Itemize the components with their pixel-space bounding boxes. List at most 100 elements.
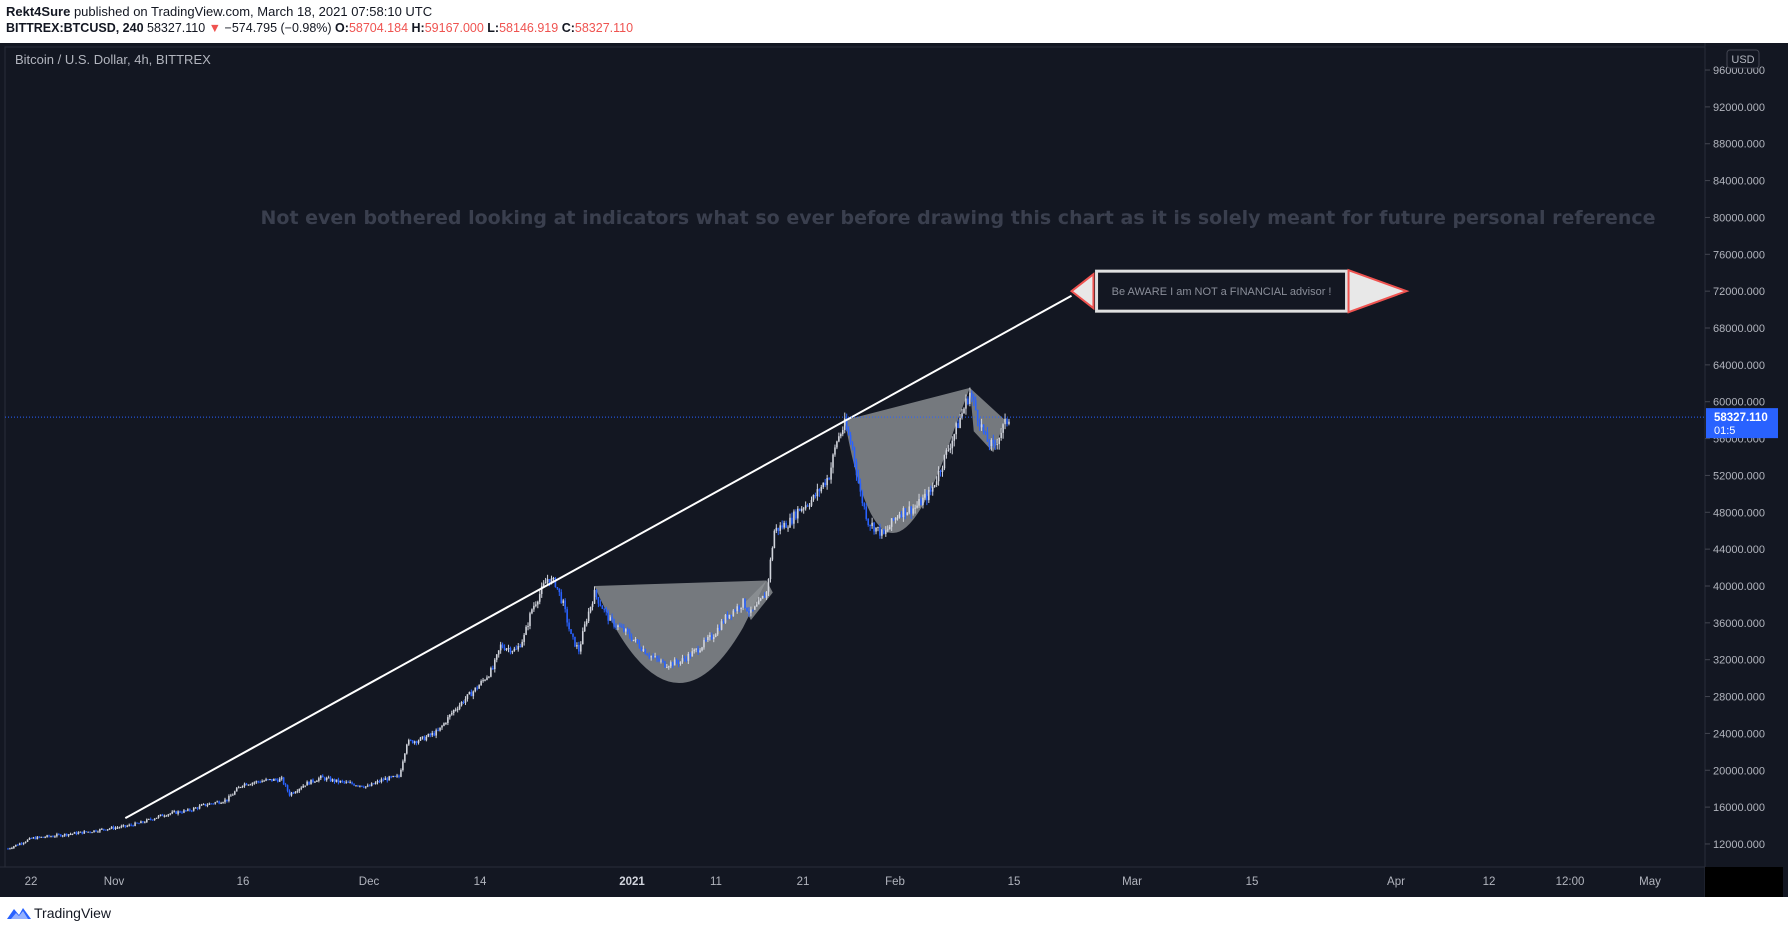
candle-body [54, 836, 56, 838]
candle-body [775, 527, 778, 531]
candle-body [421, 736, 424, 738]
candle-body [26, 839, 29, 842]
currency-badge[interactable] [1726, 49, 1760, 69]
candle-body [814, 495, 817, 497]
candle-body [251, 782, 254, 785]
candle-body [159, 814, 162, 816]
candle-body [30, 837, 33, 839]
candle-body [177, 811, 179, 814]
candle-body [492, 668, 494, 670]
candle-body [648, 655, 651, 658]
x-axis[interactable]: 22 Nov 16 Dec 14 2021 11 21 Feb 15 Mar 15 Apr 12 12:00… [25, 876, 1662, 888]
candle-body [808, 505, 811, 507]
candle-body [357, 785, 359, 787]
candle-body [308, 781, 310, 785]
candle-body [259, 781, 261, 783]
candle-body [867, 518, 869, 526]
note-box-text: Be AWARE I am NOT a FINANCIAL advisor ! [1112, 286, 1332, 298]
candle-body [310, 779, 312, 785]
candle-body [890, 518, 893, 527]
candle-body [337, 779, 340, 783]
candle-body [744, 598, 746, 608]
candle-body [144, 822, 146, 824]
candle-body [683, 658, 686, 660]
tradingview-brand[interactable]: TradingView [34, 905, 112, 921]
candle-body [971, 392, 973, 398]
candle-body [910, 506, 913, 514]
candle-body [812, 495, 815, 500]
candle-body [789, 517, 791, 528]
candle-body [673, 659, 676, 666]
candle-body [71, 833, 74, 835]
candle-body [949, 448, 952, 450]
candle-body [615, 626, 617, 628]
candle-body [623, 627, 625, 632]
candle-body [464, 699, 467, 703]
candle-body [540, 586, 543, 595]
x-tick-label: 2021 [619, 876, 645, 888]
candle-body [849, 435, 852, 443]
y-tick-label: 32000.000 [1713, 655, 1765, 667]
candle-body [937, 470, 940, 482]
candle-body [224, 799, 226, 803]
candle-body [267, 779, 269, 781]
chart-svg[interactable]: 12000.000 16000.000 20000.000 24000.000 2800… [0, 43, 1788, 897]
candle-body [847, 429, 850, 436]
candle-body [521, 641, 523, 648]
tradingview-cloud-icon[interactable] [6, 905, 32, 921]
candle-body [142, 821, 144, 823]
candle-body [198, 805, 201, 809]
candle-body [955, 423, 957, 435]
candle-body [662, 660, 664, 662]
candle-body [431, 732, 434, 736]
y-tick-label: 80000.000 [1713, 212, 1765, 224]
candle-body [658, 658, 660, 662]
candle-body [392, 775, 394, 777]
candle-body [363, 786, 365, 788]
candle-body [1002, 424, 1004, 433]
candle-body [450, 712, 453, 715]
candle-body [611, 617, 613, 620]
candle-body [538, 594, 541, 602]
candle-body [230, 795, 232, 797]
y-axis[interactable]: 12000.000 16000.000 20000.000 24000.000 2800… [1705, 65, 1765, 851]
annotation-text[interactable]: Not even bothered looking at indicators … [261, 207, 1656, 229]
candle-body [9, 848, 11, 850]
candle-body [212, 803, 215, 805]
candle-body [961, 413, 963, 418]
candle-body [591, 603, 594, 607]
candle-body [969, 392, 971, 404]
x-tick-label: 12 [1483, 876, 1496, 888]
candle-body [726, 614, 729, 619]
candle-body [757, 600, 760, 605]
candle-body [912, 508, 914, 514]
candle-body [194, 807, 197, 809]
candle-body [838, 436, 840, 442]
candle-body [748, 611, 750, 613]
candle-body [136, 822, 138, 824]
candle-body [312, 779, 314, 782]
candle-body [376, 781, 379, 783]
candle-body [271, 779, 273, 781]
candle-body [699, 650, 701, 653]
x-tick-label: Dec [359, 876, 380, 888]
low-value: 58146.919 [499, 21, 559, 35]
chart-container[interactable]: 12000.000 16000.000 20000.000 24000.000 2800… [0, 43, 1788, 897]
candle-body [791, 517, 793, 524]
candle-body [574, 636, 576, 647]
candle-body [671, 662, 674, 666]
candle-body [187, 809, 189, 811]
candle-body [613, 619, 615, 627]
candle-body [302, 785, 305, 788]
note-box[interactable] [1095, 269, 1349, 313]
trendline[interactable] [124, 294, 1073, 820]
candle-body [255, 781, 258, 783]
candle-body [445, 722, 447, 724]
author-name[interactable]: Rekt4Sure [6, 4, 71, 19]
candle-body [77, 832, 80, 835]
candle-body [972, 397, 975, 401]
candle-body [597, 597, 600, 604]
candle-body [595, 589, 598, 598]
y-tick-label: 24000.000 [1713, 728, 1765, 740]
footer: TradingView [0, 897, 1788, 930]
